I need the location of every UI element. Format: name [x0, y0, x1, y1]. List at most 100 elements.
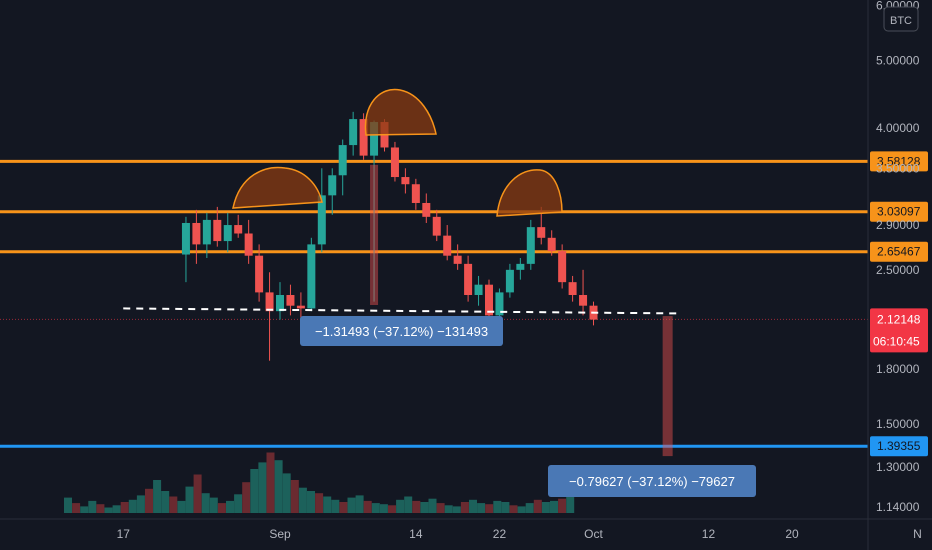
candle-body — [558, 251, 567, 283]
neckline — [123, 307, 678, 315]
candle-layer — [181, 111, 598, 361]
level-price-label: 1.39355 — [877, 439, 921, 453]
volume-bar — [501, 502, 510, 513]
candle-body — [390, 147, 399, 178]
right-shoulder-shape — [496, 169, 563, 217]
candle-body — [192, 222, 201, 245]
volume-bar — [266, 452, 275, 513]
candle-body — [370, 122, 379, 156]
volume-bar — [80, 506, 89, 513]
left-shoulder-shape — [232, 166, 323, 209]
volume-bar — [428, 498, 437, 513]
volume-bar — [566, 496, 575, 513]
volume-bar — [307, 491, 315, 513]
countdown-label: 06:10:45 — [873, 334, 920, 348]
x-tick-label: 14 — [409, 527, 423, 541]
currency-badge-frame — [883, 6, 919, 32]
candle-body — [495, 292, 504, 316]
candle-body — [265, 292, 274, 312]
candle-body — [276, 295, 284, 312]
volume-bar — [112, 505, 121, 513]
volume-bar — [444, 505, 453, 513]
candle-body — [255, 255, 264, 293]
x-tick-label: 17 — [117, 527, 131, 541]
volume-bar — [128, 499, 137, 513]
volume-layer — [64, 452, 575, 513]
volume-bar — [558, 498, 567, 513]
candle-body — [422, 202, 431, 217]
candle-body — [401, 177, 410, 185]
x-tick-label: Oct — [584, 527, 603, 541]
volume-bar — [217, 503, 226, 513]
volume-bar — [64, 497, 72, 513]
volume-bar — [469, 499, 477, 513]
volume-bar — [120, 502, 129, 513]
volume-bar — [153, 480, 162, 513]
x-tick-label: Sep — [269, 527, 291, 541]
candle-body — [443, 235, 452, 256]
candle-body — [568, 282, 577, 296]
volume-bar — [436, 503, 445, 513]
volume-bar — [550, 500, 558, 513]
y-tick-label: 2.50000 — [876, 263, 920, 277]
x-tick-label: 20 — [785, 527, 799, 541]
volume-bar — [396, 499, 405, 513]
volume-bar — [379, 504, 388, 513]
level-price-tag — [870, 436, 928, 457]
level-price-label: 3.58128 — [877, 154, 921, 168]
candle-body — [474, 284, 483, 296]
volume-bar — [193, 474, 202, 513]
volume-bar — [388, 505, 396, 513]
candle-body — [432, 216, 441, 236]
measurement-label-2-text: −0.79627 (−37.12%) −79627 — [569, 474, 735, 489]
y-tick-label: 1.14000 — [876, 500, 920, 514]
volume-bar — [209, 497, 218, 513]
volume-bar — [477, 503, 486, 513]
volume-bar — [509, 505, 518, 513]
candle-body — [328, 175, 337, 196]
volume-bar — [226, 500, 234, 513]
level-price-tag — [870, 151, 928, 172]
volume-bar — [96, 504, 105, 513]
last-price-label: 2.12148 — [877, 312, 921, 326]
volume-bar — [104, 507, 113, 513]
measurement-label-1: −1.31493 (−37.12%) −131493 — [300, 316, 503, 346]
volume-bar — [177, 500, 186, 513]
volume-bar — [355, 495, 364, 513]
candle-body — [181, 222, 190, 255]
y-tick-label: 1.50000 — [876, 417, 920, 431]
volume-bar — [541, 502, 550, 513]
measure-bar-target — [662, 316, 673, 457]
candle-body — [296, 305, 305, 309]
y-tick-label: 4.00000 — [876, 121, 920, 135]
y-tick-label: 3.50000 — [876, 161, 920, 175]
currency-label: BTC — [890, 15, 912, 27]
volume-bar — [493, 500, 502, 513]
candle-body — [244, 233, 253, 256]
measurement-label-2-bg — [548, 465, 756, 497]
level-price-label: 3.03097 — [877, 205, 921, 219]
candle-body — [411, 184, 420, 203]
candle-body — [537, 227, 546, 238]
candle-body — [505, 269, 514, 293]
level-price-tag — [870, 241, 928, 262]
last-price-tag — [870, 308, 928, 353]
candle-body — [213, 219, 222, 242]
volume-bar — [242, 482, 251, 513]
volume-bar — [145, 488, 153, 513]
candle-body — [307, 244, 316, 309]
candle-body — [234, 225, 243, 234]
volume-bar — [525, 503, 534, 513]
candle-body — [202, 219, 211, 245]
currency-badge: BTC — [883, 6, 919, 32]
volume-bar — [234, 494, 243, 513]
volume-bar — [339, 502, 348, 513]
volume-bar — [315, 493, 324, 513]
volume-bar — [323, 496, 332, 513]
measure-bar-head — [370, 164, 379, 306]
volume-bar — [161, 491, 170, 513]
y-tick-label: 5.00000 — [876, 54, 920, 68]
candle-body — [338, 145, 347, 176]
